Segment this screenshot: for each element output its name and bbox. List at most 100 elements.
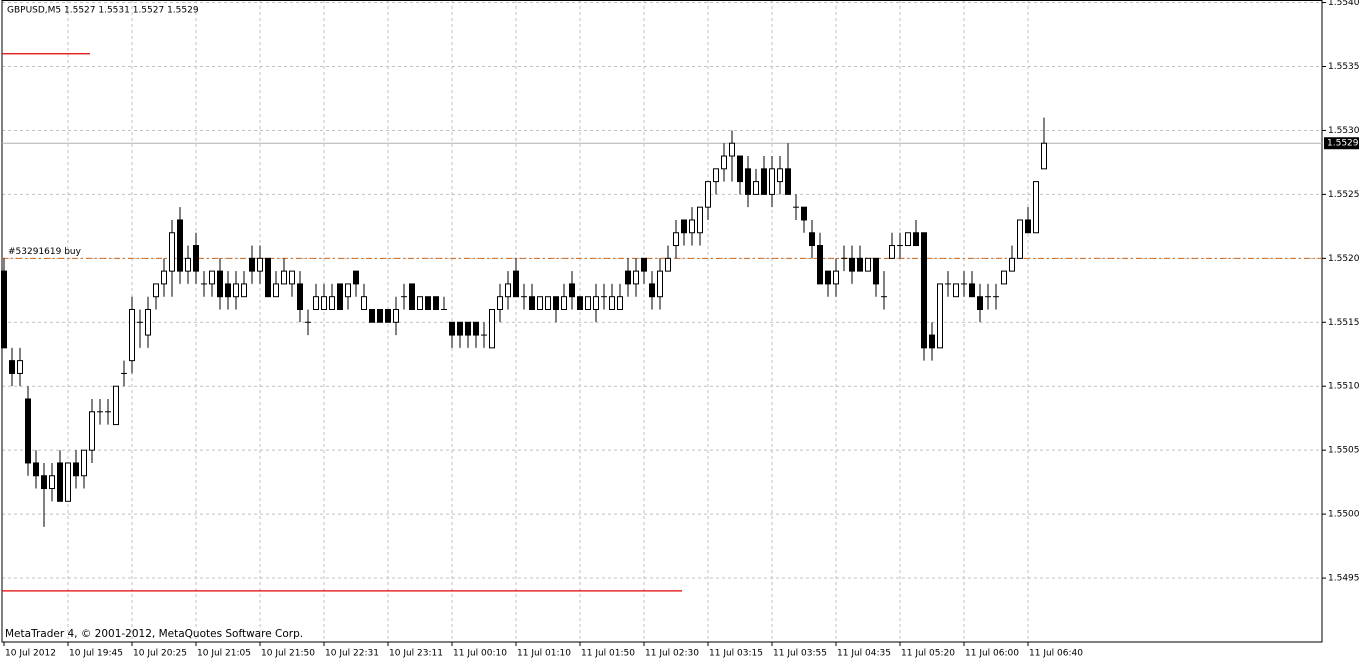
x-tick-label: 11 Jul 03:15 [709,649,763,659]
candle-body [89,411,95,451]
candle-body [569,283,575,298]
candle-body [265,257,271,298]
candle-body [505,283,511,298]
candle-body [449,321,455,336]
candle-body [913,232,919,247]
candle-body [489,308,495,349]
y-tick-label: 1.5505 [1328,446,1360,456]
candle-body [65,462,71,502]
candle-body [969,283,975,298]
x-tick-label: 11 Jul 03:55 [773,649,827,659]
candle-body [321,296,327,310]
candle-body [617,296,623,310]
candle-body [745,168,751,195]
candle-body [657,270,663,298]
candle-body [697,206,703,234]
candle-body [329,296,335,310]
candle-body [529,296,535,310]
candle-body [1033,181,1039,234]
candle-body [161,270,167,285]
candle-body [753,181,759,195]
x-tick-label: 11 Jul 00:10 [453,649,507,659]
candle-body [513,270,519,298]
candle-body [233,283,239,298]
candle-body [313,296,319,310]
candle-body [33,462,39,477]
y-tick-label: 1.5535 [1328,62,1360,72]
candle-body [393,308,399,323]
candle-body [537,296,543,310]
candle-body [369,308,375,323]
candle-body [473,321,479,336]
candle-body [457,321,463,336]
candle-body [665,257,671,272]
candle-body [649,283,655,298]
candle-body [361,296,367,310]
x-tick-label: 11 Jul 05:20 [901,649,955,659]
candle-body [297,283,303,310]
candle-body [25,398,31,464]
candle-body [713,168,719,183]
candle-body [577,296,583,310]
candle-body [761,168,767,195]
x-tick-label: 11 Jul 01:10 [517,649,571,659]
candle-body [385,308,391,323]
candle-body [1041,142,1047,170]
x-tick-label: 10 Jul 21:50 [261,649,315,659]
candle-body [337,283,343,310]
candle-body [593,296,599,310]
candle-body [169,232,175,272]
candle-body [129,308,135,362]
candle-body [817,245,823,285]
candle-body [937,283,943,349]
candle-body [833,270,839,285]
candle-body [633,270,639,285]
candle-body [737,155,743,183]
candle-body [145,308,151,336]
x-tick-label: 11 Jul 02:30 [645,649,699,659]
candle-body [193,245,199,272]
order-label: #53291619 buy [8,247,82,257]
candle-body [49,475,55,490]
candle-body [257,257,263,272]
candle-body [705,181,711,208]
candle-body [865,257,871,272]
candle-body [345,283,351,298]
candle-body [353,270,359,285]
candle-body [729,142,735,157]
candle-body [585,296,591,310]
candle-body [241,283,247,298]
candle-body [769,168,775,195]
x-tick-label: 10 Jul 19:45 [69,649,123,659]
y-tick-label: 1.5530 [1328,126,1360,136]
x-tick-label: 11 Jul 04:35 [837,649,891,659]
price-label: 1.5529 [1327,139,1359,149]
candle-body [873,257,879,285]
candle-body [625,270,631,285]
x-tick-label: 10 Jul 2012 [5,649,56,659]
candle-body [1,270,7,349]
candle-body [113,385,119,426]
candle-body [225,283,231,298]
candle-body [497,296,503,310]
price-label-bg [1324,137,1359,150]
candle-body [377,308,383,323]
y-tick-label: 1.5540 [1328,0,1360,8]
candle-body [809,232,815,247]
x-tick-label: 10 Jul 22:31 [325,649,379,659]
candle-body [9,360,15,374]
candle-body [977,296,983,310]
x-tick-label: 11 Jul 06:40 [1029,649,1083,659]
candle-body [409,283,415,310]
candle-body [929,334,935,349]
candle-body [785,168,791,195]
y-tick-label: 1.5515 [1328,318,1360,328]
candle-body [1001,270,1007,285]
chart-title: GBPUSD,M5 1.5527 1.5531 1.5527 1.5529 [7,6,199,16]
candle-body [953,283,959,298]
candle-body [57,462,63,502]
candle-body [721,155,727,170]
candle-body [921,232,927,349]
